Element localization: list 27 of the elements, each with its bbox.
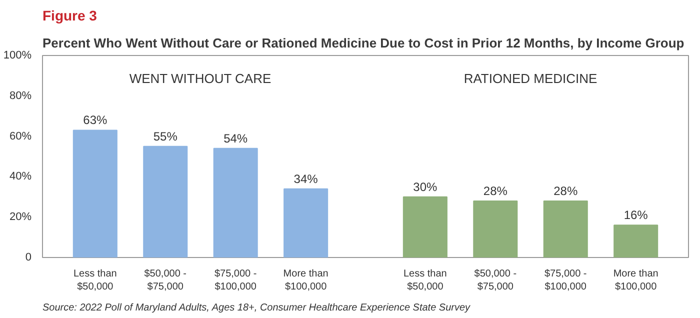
x-tick-label: Less than $50,000: [73, 268, 117, 293]
data-label: 63%: [83, 113, 108, 128]
data-label: 34%: [294, 172, 318, 186]
data-label: 16%: [624, 208, 648, 222]
annotation: RATIONED MEDICINE: [464, 70, 598, 86]
data-label: 30%: [413, 180, 438, 194]
x-tick-label: $50,000 - $75,000: [144, 268, 187, 293]
data-label: 54%: [224, 131, 248, 146]
y-tick-label: 40%: [9, 170, 32, 183]
x-tick-label: More than $100,000: [613, 268, 658, 293]
data-label: 28%: [483, 184, 508, 198]
y-tick-label: 60%: [9, 130, 32, 142]
x-tick-label: $50,000 - $75,000: [474, 268, 517, 293]
x-tick-label: $75,000 - $100,000: [544, 268, 587, 293]
annotation: WENT WITHOUT CARE: [129, 70, 272, 86]
chart-title: Figure 3: [42, 8, 98, 24]
x-tick-label: Less than $50,000: [404, 268, 447, 293]
y-tick-label: 0: [25, 252, 32, 264]
chart-subtitle: Percent Who Went Without Care or Rationed Medicine Due to Cost in Prior 12 Months, by Income Group: [42, 36, 684, 50]
data-label: 55%: [153, 129, 178, 144]
y-tick-label: 80%: [9, 90, 32, 102]
x-tick-label: $75,000 - $100,000: [214, 268, 257, 293]
y-tick-label: 20%: [9, 211, 32, 224]
source-note: Source: 2022 Poll of Maryland Adults, Ages 18+, Consumer Healthcare Experience State Survey: [42, 302, 472, 314]
data-label: 28%: [554, 184, 578, 198]
x-tick-label: More than $100,000: [283, 268, 328, 293]
y-tick-label: 100%: [3, 50, 32, 62]
